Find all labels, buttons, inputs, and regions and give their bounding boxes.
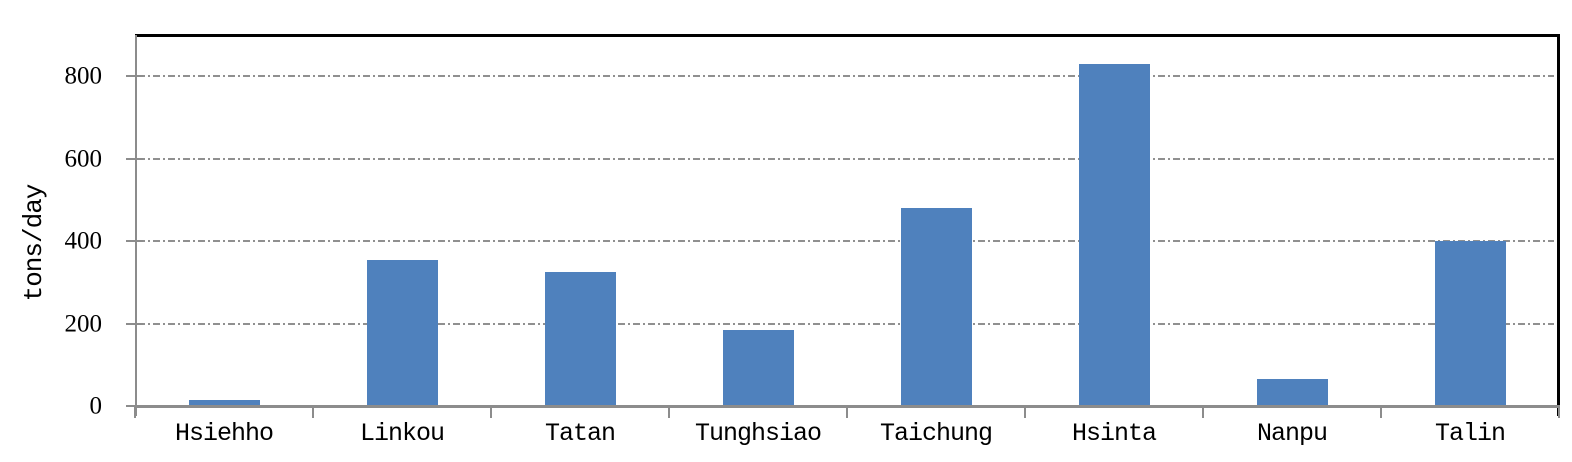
x-tick-5 [1024,408,1026,418]
y-tick-0 [126,405,143,407]
x-tick-1 [312,408,314,418]
gridline-400 [138,240,1554,243]
x-axis-label-hsinta: Hsinta [1071,419,1157,448]
gridline-800 [138,75,1554,78]
y-tick-label-800: 800 [64,62,103,90]
y-tick-label-0: 0 [89,392,103,420]
bar-nanpu [1256,379,1328,406]
x-axis-label-talin: Talin [1434,419,1506,448]
x-tick-0 [134,408,136,418]
y-tick-800 [126,75,143,78]
bar-hsiehho [188,399,260,406]
gridline-200 [138,322,1554,325]
x-axis-label-hsiehho: Hsiehho [174,419,274,448]
x-tick-8 [1558,408,1560,418]
bar-tunghsiao [722,329,794,406]
x-axis-line [134,405,1560,408]
x-tick-2 [490,408,492,418]
x-axis-label-taichung: Taichung [879,419,993,448]
gridline-600 [138,157,1554,160]
y-tick-label-400: 400 [64,227,103,255]
plot-top-border [135,34,1559,37]
y-tick-600 [126,157,143,160]
x-tick-6 [1202,408,1204,418]
x-tick-4 [846,408,848,418]
x-tick-7 [1380,408,1382,418]
x-axis-label-tatan: Tatan [544,419,616,448]
x-tick-3 [668,408,670,418]
bar-taichung [900,208,972,406]
plot-area [126,34,1560,418]
y-tick-label-200: 200 [64,310,103,338]
y-tick-400 [126,240,143,243]
bar-talin [1434,241,1506,406]
bar-linkou [366,259,438,406]
y-tick-label-600: 600 [64,145,103,173]
plot-right-border [1557,34,1560,416]
x-axis-label-nanpu: Nanpu [1256,419,1328,448]
bar-tatan [544,272,616,406]
bar-hsinta [1078,63,1150,406]
x-axis-label-linkou: Linkou [359,419,445,448]
x-axis-label-tunghsiao: Tunghsiao [694,419,822,448]
y-tick-200 [126,322,143,325]
y-axis-line [135,35,137,416]
